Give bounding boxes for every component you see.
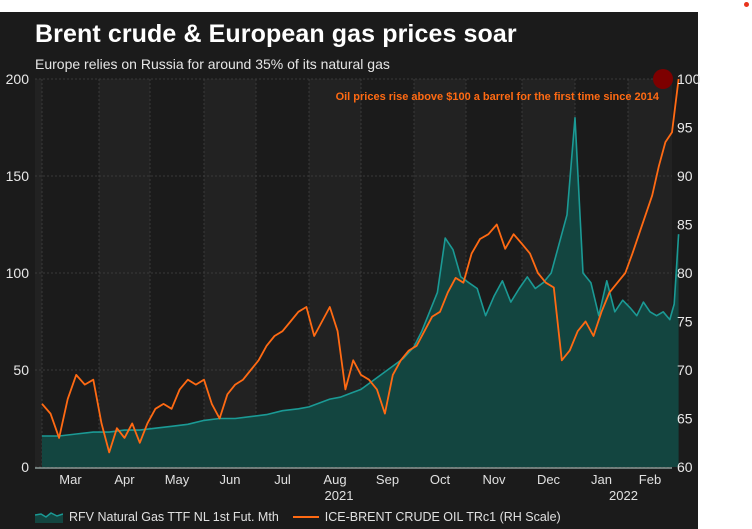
year-label-2021: 2021: [325, 488, 354, 503]
axes: 0 50 100 150 200 60 65 70 75 80 85 90 95 100 Mar Apr May…: [6, 71, 701, 503]
year-label-2022: 2022: [609, 488, 638, 503]
legend-item-oil: ICE-BRENT CRUDE OIL TRc1 (RH Scale): [292, 510, 561, 524]
corner-marker: [744, 2, 749, 7]
legend: RFV Natural Gas TTF NL 1st Fut. Mth ICE-…: [35, 510, 575, 524]
legend-swatch-area-icon: [35, 512, 63, 523]
month-band: [42, 79, 99, 467]
left-axis-tick-label: 200: [6, 71, 30, 87]
right-axis-tick-label: 85: [677, 217, 693, 233]
right-axis-tick-label: 65: [677, 411, 693, 427]
gas-series: [41, 117, 680, 468]
x-axis-tick-label: Mar: [59, 472, 82, 487]
gridlines: [35, 78, 672, 468]
oil-series: [41, 78, 680, 454]
x-axis-tick-label: Aug: [323, 472, 346, 487]
x-axis-tick-label: Sep: [376, 472, 399, 487]
x-axis-tick-label: Jun: [220, 472, 241, 487]
left-axis-tick-label: 150: [6, 168, 30, 184]
legend-label-oil: ICE-BRENT CRUDE OIL TRc1 (RH Scale): [324, 510, 561, 524]
month-band: [35, 79, 42, 467]
right-axis-tick-label: 80: [677, 265, 693, 281]
gas-area: [42, 117, 679, 468]
oil-line: [41, 78, 680, 454]
x-axis-tick-label: Jul: [274, 472, 291, 487]
annotation-dot: [653, 69, 673, 89]
x-axis-tick-label: May: [165, 472, 190, 487]
left-axis-tick-label: 0: [21, 459, 29, 475]
right-axis-tick-label: 70: [677, 362, 693, 378]
left-axis-tick-label: 50: [13, 362, 29, 378]
chart-title: Brent crude & European gas prices soar: [35, 20, 517, 48]
right-axis-tick-label: 75: [677, 314, 693, 330]
chart-subtitle: Europe relies on Russia for around 35% o…: [35, 56, 390, 72]
legend-item-gas: RFV Natural Gas TTF NL 1st Fut. Mth: [35, 510, 279, 524]
x-axis-tick-label: Apr: [114, 472, 135, 487]
annotation-group: Oil prices rise above $100 a barrel for …: [336, 69, 673, 103]
right-axis-tick-label: 95: [677, 120, 693, 136]
right-axis-tick-label: 90: [677, 168, 693, 184]
x-axis-tick-label: Nov: [482, 472, 506, 487]
legend-swatch-line-icon: [292, 516, 319, 518]
right-axis-tick-label: 100: [677, 71, 701, 87]
right-axis-tick-label: 60: [677, 459, 693, 475]
x-axis-tick-label: Feb: [639, 472, 661, 487]
legend-label-gas: RFV Natural Gas TTF NL 1st Fut. Mth: [69, 510, 279, 524]
left-axis-tick-label: 100: [6, 265, 30, 281]
x-axis-tick-label: Oct: [430, 472, 451, 487]
x-axis-tick-label: Jan: [591, 472, 612, 487]
annotation-text: Oil prices rise above $100 a barrel for …: [336, 91, 660, 103]
x-axis-tick-label: Dec: [537, 472, 561, 487]
